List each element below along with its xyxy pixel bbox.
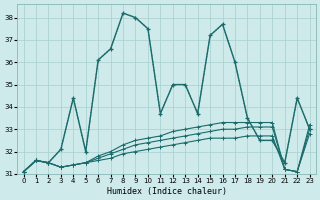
X-axis label: Humidex (Indice chaleur): Humidex (Indice chaleur) <box>107 187 227 196</box>
